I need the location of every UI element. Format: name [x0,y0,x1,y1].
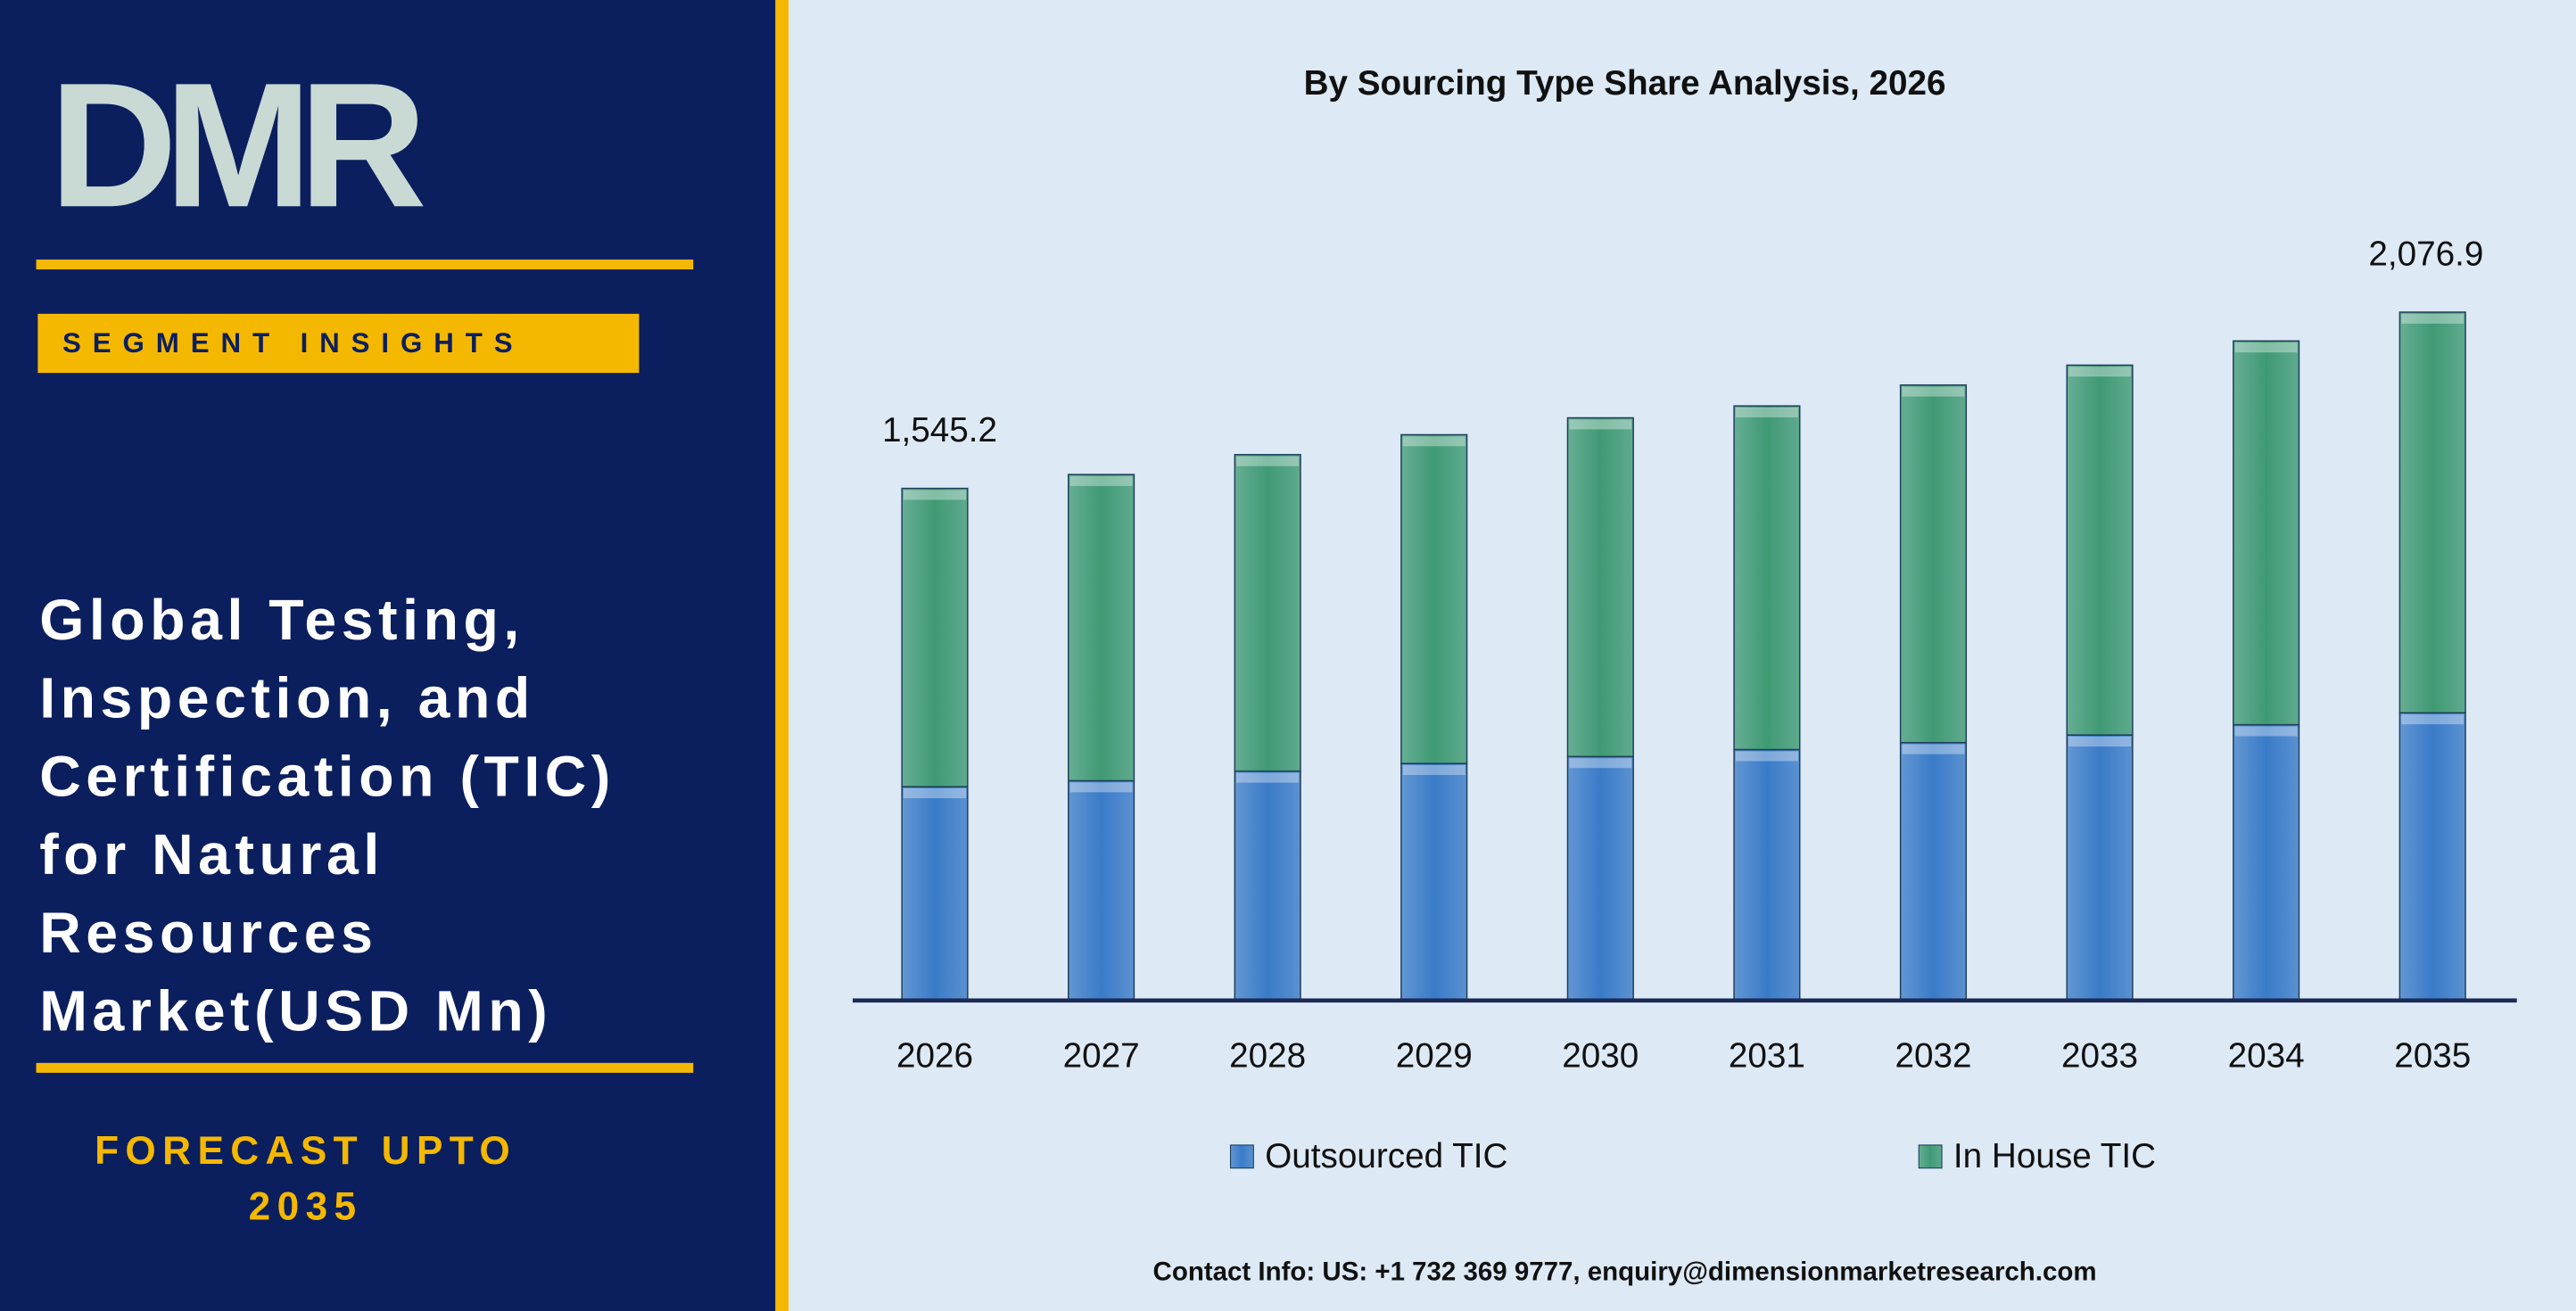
title-line: Global Testing, [39,588,524,652]
side-panel [0,0,776,1311]
title-line: for Natural [39,822,384,886]
bar-bevel [1069,475,1133,486]
forecast-line: FORECAST UPTO [95,1129,516,1173]
x-tick-label: 2033 [2061,1037,2138,1076]
bar-bevel [2068,367,2132,377]
legend-swatch [1918,1144,1943,1169]
bar-segment [1234,770,1301,1002]
bar-bevel [2234,726,2298,737]
bar-bevel [1236,456,1300,466]
bar-bevel [1402,436,1466,447]
tag: SEGMENT INSIGHTS [62,327,524,359]
bar-segment [901,487,969,787]
forecast-block: FORECAST UPTO 2035 [95,1129,516,1229]
title-line: Market(USD Mn) [39,978,552,1043]
x-tick-label: 2034 [2228,1037,2305,1076]
total-label: 1,545.2 [882,411,997,449]
title-block: Global Testing, Inspection, and Certificat… [39,588,615,1043]
bar-segment [1899,741,1968,1002]
rule [36,1062,694,1073]
x-tick-label: 2026 [896,1037,973,1076]
bar-segment [1566,755,1634,1002]
bar-bevel [1902,744,1965,754]
bar-segment [1733,405,1801,751]
x-tick-label: 2029 [1396,1037,1473,1076]
bar-segment [2398,712,2466,1002]
logo: DMR [49,46,424,244]
x-tick-label: 2028 [1229,1037,1306,1076]
legend-label: In House TIC [1953,1137,2156,1175]
bar-segment [2066,734,2134,1002]
tag-box [37,313,640,374]
x-tick-label: 2031 [1729,1037,1805,1076]
bar-bevel [1735,407,1798,418]
title-line: Certification (TIC) [39,744,615,808]
bar-bevel [1402,764,1466,776]
title-line: Resources [39,901,377,965]
bar-segment [1400,763,1468,1002]
bar-bevel [1236,772,1300,783]
bar-segment [2066,364,2134,736]
bar-bevel [904,490,966,500]
bar-segment [1733,748,1801,1002]
contact: Contact Info: US: +1 732 369 9777, enqui… [1153,1257,2097,1286]
bar-bevel [1902,386,1965,397]
bar-bevel [2234,342,2298,353]
bar-bevel [2401,714,2465,725]
legend-swatch [1229,1144,1254,1169]
x-tick-label: 2030 [1562,1037,1639,1076]
bar-bevel [1069,782,1133,793]
bar-segment [1068,779,1135,1002]
x-tick-label: 2027 [1063,1037,1140,1076]
bar-bevel [904,787,966,799]
x-tick-label: 2035 [2394,1037,2471,1076]
bar-segment [1566,416,1634,758]
total-label: 2,076.9 [2368,235,2483,274]
bar-segment [1068,474,1135,782]
bar-bevel [2401,313,2465,324]
bar-segment [2398,311,2466,714]
bar-bevel [2068,737,2132,747]
bar-segment [1234,454,1301,772]
bar-segment [901,786,969,1002]
bar-segment [1899,383,1968,744]
bar-segment [2233,340,2300,726]
title-line: Inspection, and [39,666,535,730]
chart-title: By Sourcing Type Share Analysis, 2026 [1304,64,1946,103]
bar-bevel [1569,419,1632,430]
legend-label: Outsourced TIC [1265,1137,1507,1175]
forecast-line: 2035 [249,1184,363,1228]
plot: 2026 1,545.2 2027 2028 2029 2030 2031 2032 2033 2… [852,235,2517,1175]
rule [36,260,694,270]
bar-segment [2233,723,2300,1002]
bar-segment [1400,433,1468,764]
bar-bevel [1735,751,1798,762]
x-tick-label: 2032 [1895,1037,1971,1076]
divider [775,0,789,1311]
bar-bevel [1569,758,1632,769]
